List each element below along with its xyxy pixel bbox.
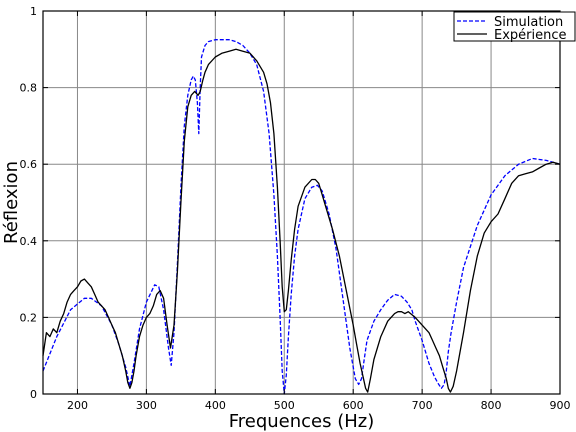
x-tick-label: 900 — [550, 399, 571, 412]
plot-frame — [42, 10, 561, 395]
y-tick-label: 0.2 — [20, 311, 38, 324]
y-tick-label: 0.6 — [20, 158, 38, 171]
x-tick-label: 800 — [481, 399, 502, 412]
y-tick-label: 0.4 — [20, 235, 38, 248]
x-tick-label: 500 — [274, 399, 295, 412]
y-axis-title: Réflexion — [1, 161, 22, 244]
x-tick-label: 600 — [343, 399, 364, 412]
x-tick-label: 700 — [412, 399, 433, 412]
legend-box — [453, 11, 576, 42]
series-layer — [42, 39, 561, 395]
series-line-simulation — [42, 39, 561, 395]
x-axis-title: Frequences (Hz) — [229, 411, 375, 432]
legend-label: Simulation — [494, 15, 563, 30]
x-tick-label: 200 — [67, 399, 88, 412]
x-tick-label: 300 — [136, 399, 157, 412]
x-tick-label: 400 — [205, 399, 226, 412]
y-tick-label: 1 — [30, 5, 37, 18]
legend-label: Expérience — [494, 28, 567, 43]
ticks: 200 300 400 500 600 700 800 900 0 0.2 0.4 0.6 0.8 1 — [20, 5, 571, 412]
y-tick-label: 0 — [30, 388, 37, 401]
series-line-experience — [42, 48, 561, 393]
y-tick-label: 0.8 — [20, 82, 38, 95]
